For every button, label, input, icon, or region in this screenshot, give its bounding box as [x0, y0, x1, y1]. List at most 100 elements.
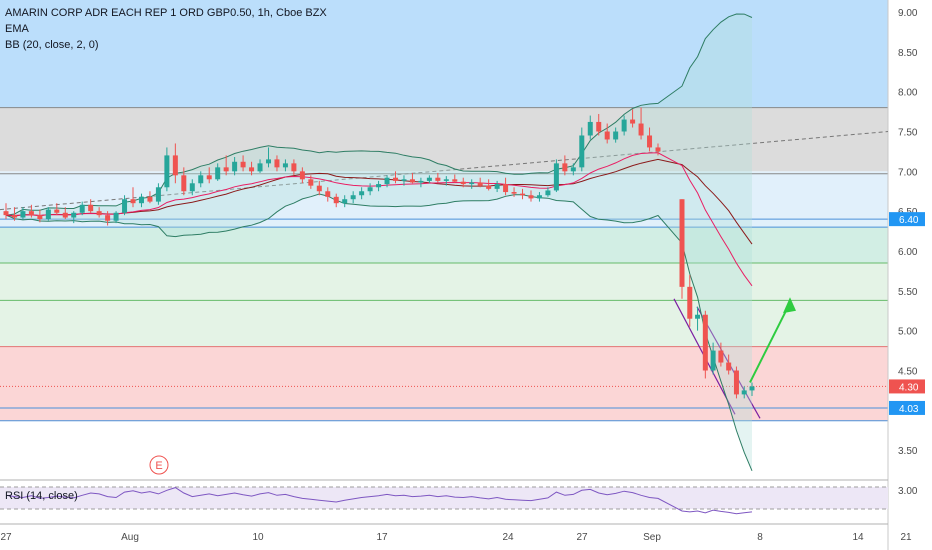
candle-body	[325, 191, 331, 197]
zone-4	[0, 262, 888, 347]
candle-body	[181, 175, 187, 192]
candle-body	[206, 175, 212, 180]
price-tick: 8.00	[898, 88, 918, 99]
candle-body	[469, 182, 475, 185]
candle-body	[155, 187, 161, 202]
zone-0	[0, 12, 888, 108]
price-tick: 3.50	[898, 446, 918, 457]
candle-body	[79, 204, 85, 213]
candle-body	[726, 362, 732, 371]
candle-body	[409, 179, 415, 183]
candle-body	[45, 209, 51, 220]
candle-body	[579, 135, 585, 168]
time-tick: 8	[757, 532, 763, 543]
candle-body	[96, 211, 102, 216]
price-tick: 7.00	[898, 167, 918, 178]
rsi-legend[interactable]: RSI (14, close)	[5, 490, 78, 502]
candle-body	[113, 212, 119, 221]
candle-body	[418, 180, 424, 183]
candle-body	[215, 167, 221, 180]
candle-body	[520, 193, 526, 196]
candle-body	[376, 184, 382, 188]
price-badge-label: 4.30	[899, 382, 919, 393]
candle-body	[350, 195, 356, 200]
candle-body	[604, 131, 610, 140]
candle-body	[553, 163, 559, 191]
candle-body	[37, 215, 43, 220]
candle-body	[503, 184, 509, 193]
candle-body	[291, 163, 297, 172]
event-marker: E	[155, 460, 162, 472]
candle-body	[460, 181, 466, 185]
candle-body	[613, 131, 619, 140]
candle-body	[452, 179, 458, 182]
candle-body	[223, 167, 229, 172]
price-tick: 4.50	[898, 367, 918, 378]
time-tick: 27	[0, 532, 12, 543]
candle-body	[88, 204, 94, 212]
candles	[3, 107, 755, 399]
event-marker-circle	[149, 455, 169, 475]
zone-top	[0, 0, 888, 12]
candle-body	[749, 386, 755, 391]
candle-body	[54, 209, 60, 213]
candle-body	[130, 199, 136, 204]
symbol-title[interactable]: AMARIN CORP ADR EACH REP 1 ORD GBP0.50, …	[5, 7, 327, 19]
bb-lower	[5, 193, 753, 471]
candle-body	[122, 199, 128, 213]
price-badge	[889, 212, 925, 227]
time-axis[interactable]: 27 Aug 10 17 24 27 Sep 8 14 21	[0, 532, 912, 543]
price-badge-label: 6.40	[899, 215, 919, 226]
candle-body	[587, 121, 593, 136]
rsi-band	[0, 487, 888, 509]
candle-body	[393, 177, 399, 181]
candle-body	[511, 192, 517, 194]
ema-line	[5, 152, 753, 287]
candle-body	[655, 147, 661, 152]
candle-body	[494, 184, 500, 189]
candle-body	[265, 159, 271, 164]
trend-dashed	[0, 131, 889, 211]
rsi-line	[5, 487, 753, 515]
candle-body	[232, 161, 238, 172]
candle-body	[172, 155, 178, 176]
price-axis[interactable]: 9.008.508.007.507.006.506.005.505.004.50…	[889, 8, 925, 497]
candle-body	[621, 119, 627, 132]
candle-body	[11, 215, 17, 218]
candle-body	[367, 187, 373, 192]
price-tick: 3.00	[898, 486, 918, 497]
bb-legend[interactable]: BB (20, close, 2, 0)	[5, 39, 99, 51]
candle-body	[630, 119, 636, 124]
zone-3	[0, 227, 888, 263]
price-badge	[889, 400, 925, 415]
candle-body	[718, 350, 724, 363]
candle-body	[249, 167, 255, 172]
projection-arrow	[749, 302, 791, 383]
candle-body	[536, 195, 542, 199]
candle-body	[562, 163, 568, 172]
candle-body	[359, 191, 365, 196]
price-tick: 7.50	[898, 128, 918, 139]
candle-body	[198, 175, 204, 184]
price-badge	[889, 379, 925, 394]
bb-upper	[5, 13, 753, 216]
candle-body	[426, 177, 432, 181]
candle-body	[733, 370, 739, 395]
candle-body	[695, 314, 701, 319]
candle-body	[647, 135, 653, 148]
candle-body	[257, 163, 263, 172]
price-tick: 5.50	[898, 287, 918, 298]
candle-body	[138, 196, 144, 204]
ema-legend[interactable]: EMA	[5, 23, 29, 35]
candle-body	[105, 215, 111, 221]
candle-body	[164, 155, 170, 188]
price-tick: 6.00	[898, 247, 918, 258]
price-tick: 5.00	[898, 327, 918, 338]
time-tick: 17	[376, 532, 388, 543]
bollinger-bands	[5, 13, 753, 471]
annotations: E	[149, 297, 796, 475]
candle-body	[316, 185, 322, 192]
candle-body	[308, 179, 314, 186]
time-tick: Sep	[643, 532, 661, 543]
